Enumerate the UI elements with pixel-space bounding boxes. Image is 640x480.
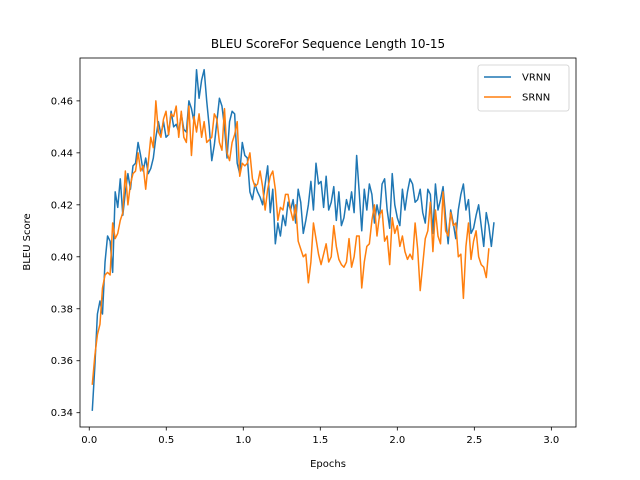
x-tick-label: 0.0 [81,435,97,446]
y-tick-label: 0.38 [51,304,73,315]
series-line-vrnn [91,68,495,411]
legend-label-srnn: SRNN [522,93,550,104]
x-tick-label: 1.5 [312,435,328,446]
legend-label-vrnn: VRNN [522,73,551,84]
y-axis-label: BLEU Score [22,213,33,270]
x-tick-label: 1.0 [235,435,251,446]
series-line-srnn [91,100,490,385]
x-tick-label: 3.0 [543,435,559,446]
y-tick-label: 0.44 [51,148,73,159]
y-tick-label: 0.42 [51,200,73,211]
y-tick-label: 0.36 [51,356,73,367]
y-tick-label: 0.40 [51,252,73,263]
axes-frame [79,57,577,428]
y-tick-label: 0.46 [51,96,73,107]
x-tick-label: 2.5 [466,435,482,446]
y-tick-label: 0.34 [51,408,73,419]
x-tick-label: 0.5 [158,435,174,446]
chart-title: BLEU ScoreFor Sequence Length 10-15 [211,37,445,51]
x-axis-label: Epochs [310,459,346,470]
legend: VRNN SRNN [477,64,570,112]
plot-area: 0.0 0.5 1.0 1.5 2.0 2.5 3.0 0.34 0.36 0.38 0.40 0.4… [51,57,577,446]
x-tick-label: 2.0 [389,435,405,446]
